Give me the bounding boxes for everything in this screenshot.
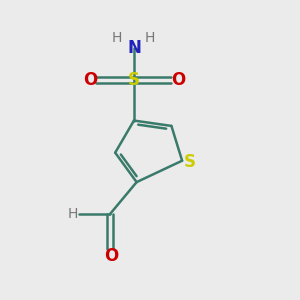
Text: N: N bbox=[127, 39, 141, 57]
Text: S: S bbox=[184, 153, 196, 171]
Text: O: O bbox=[82, 71, 97, 89]
Text: O: O bbox=[171, 71, 185, 89]
Text: H: H bbox=[111, 31, 122, 45]
Text: S: S bbox=[128, 71, 140, 89]
Text: O: O bbox=[104, 247, 118, 265]
Text: H: H bbox=[145, 31, 155, 45]
Text: H: H bbox=[67, 207, 78, 221]
